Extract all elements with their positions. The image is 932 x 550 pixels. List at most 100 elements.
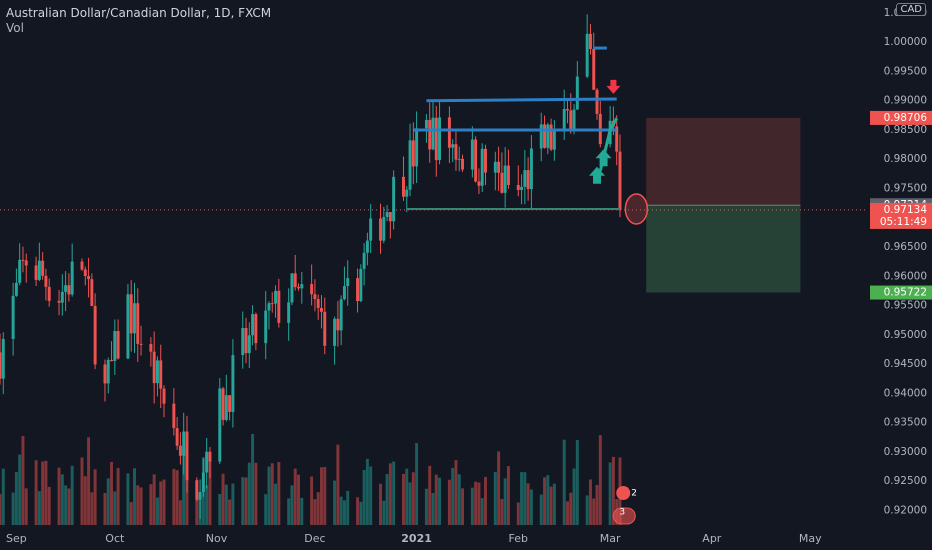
down-arrow-icon[interactable] (606, 79, 621, 94)
candle-body (388, 212, 392, 222)
volume-bar (572, 468, 576, 525)
chart-legend: Australian Dollar/Canadian Dollar, 1D, F… (6, 6, 271, 36)
candle-body (552, 130, 556, 150)
y-tick-label: 0.95500 (884, 300, 927, 312)
volume-bar (588, 479, 592, 525)
candle-body (362, 252, 366, 269)
event-badge-3-count: 3 (619, 508, 625, 518)
currency-button[interactable]: CAD (896, 3, 926, 16)
candle-body (224, 395, 228, 420)
candle-body (152, 351, 156, 384)
y-tick-label: 0.97500 (884, 182, 927, 194)
candle-body (493, 161, 497, 173)
x-tick-label: Dec (304, 532, 325, 545)
volume-indicator-label[interactable]: Vol (6, 21, 24, 35)
candle-body (208, 451, 212, 462)
volume-bar (195, 498, 199, 525)
take-profit-zone[interactable] (646, 205, 801, 293)
candle-body (159, 360, 163, 389)
volume-bar (342, 500, 346, 525)
volume-bar (41, 461, 45, 525)
candle-body (11, 295, 15, 339)
volume-bar (451, 467, 455, 525)
candle-body (503, 165, 507, 193)
y-tick-label: 0.95000 (884, 329, 927, 341)
candle-body (595, 89, 599, 114)
candle-body (218, 388, 222, 462)
x-tick-label: Feb (509, 532, 528, 545)
candle-body (264, 310, 268, 344)
candle-body (474, 139, 478, 182)
volume-bar (428, 465, 432, 525)
candle-body (244, 328, 248, 354)
candle-body (382, 217, 386, 241)
candle-body (313, 294, 317, 300)
candle-body (24, 260, 28, 266)
volume-bar (438, 477, 442, 525)
price-tag (870, 110, 932, 125)
volume-bar (103, 492, 107, 525)
candle-body (333, 318, 337, 346)
volume-bar (247, 462, 251, 525)
candle-body (477, 181, 481, 186)
volume-bar (608, 462, 612, 525)
resistance-line-upper[interactable] (426, 97, 617, 103)
event-badge-2[interactable]: 2 (616, 486, 637, 500)
volume-bar (447, 479, 451, 525)
price-tag-value: 0.95722 (884, 287, 927, 299)
candle-body (566, 109, 569, 111)
volume-bar (356, 497, 360, 525)
candle-body (44, 275, 48, 287)
volume-bar (267, 466, 271, 525)
candle-body (356, 278, 360, 302)
candle-body (516, 185, 520, 191)
event-badge-3[interactable]: 3 (612, 507, 636, 525)
candle-body (228, 395, 232, 412)
candle-body (270, 303, 274, 305)
y-tick-label: 0.93500 (884, 417, 927, 429)
volume-bar (244, 477, 248, 525)
volume-bar (80, 457, 84, 525)
x-tick-label: Sep (6, 532, 27, 545)
candle-body (526, 170, 530, 190)
breakdown-circle[interactable] (624, 193, 649, 225)
volume-bar (369, 466, 373, 525)
candle-body (342, 286, 346, 300)
candle-body (293, 273, 297, 288)
volume-bar (178, 500, 182, 525)
candle-body (379, 218, 382, 241)
volume-bar (0, 494, 2, 525)
volume-bar (67, 488, 71, 525)
bounce-path[interactable] (598, 117, 619, 172)
volume-bar (415, 443, 419, 525)
y-tick-label: 0.92500 (884, 475, 927, 487)
volume-bar (60, 474, 64, 525)
volume-bar (385, 474, 389, 525)
volume-bar (218, 494, 222, 525)
y-tick-label: 0.96000 (884, 270, 927, 282)
volume-bar (162, 479, 166, 525)
candle-body (316, 299, 320, 308)
candle-body (385, 212, 389, 218)
candle-body (1, 338, 5, 379)
volume-bar (133, 468, 136, 525)
candle-body (287, 302, 291, 323)
candle-body (198, 491, 202, 500)
candle-body (369, 218, 373, 241)
candle-body (539, 124, 543, 149)
volume-bar (224, 484, 228, 525)
volume-bar (228, 499, 232, 525)
stop-loss-zone[interactable] (646, 117, 801, 206)
candle-body (562, 109, 566, 131)
candle-body (93, 305, 97, 365)
volume-bar (461, 488, 464, 525)
candle-body (129, 294, 133, 334)
volume-bar (64, 485, 68, 525)
candle-body (277, 290, 281, 323)
symbol-title[interactable]: Australian Dollar/Canadian Dollar, 1D, F… (6, 6, 272, 20)
candle-body (297, 287, 300, 289)
up-arrow-icon[interactable] (589, 166, 606, 184)
volume-bar (231, 483, 235, 525)
candle-body (136, 303, 140, 344)
